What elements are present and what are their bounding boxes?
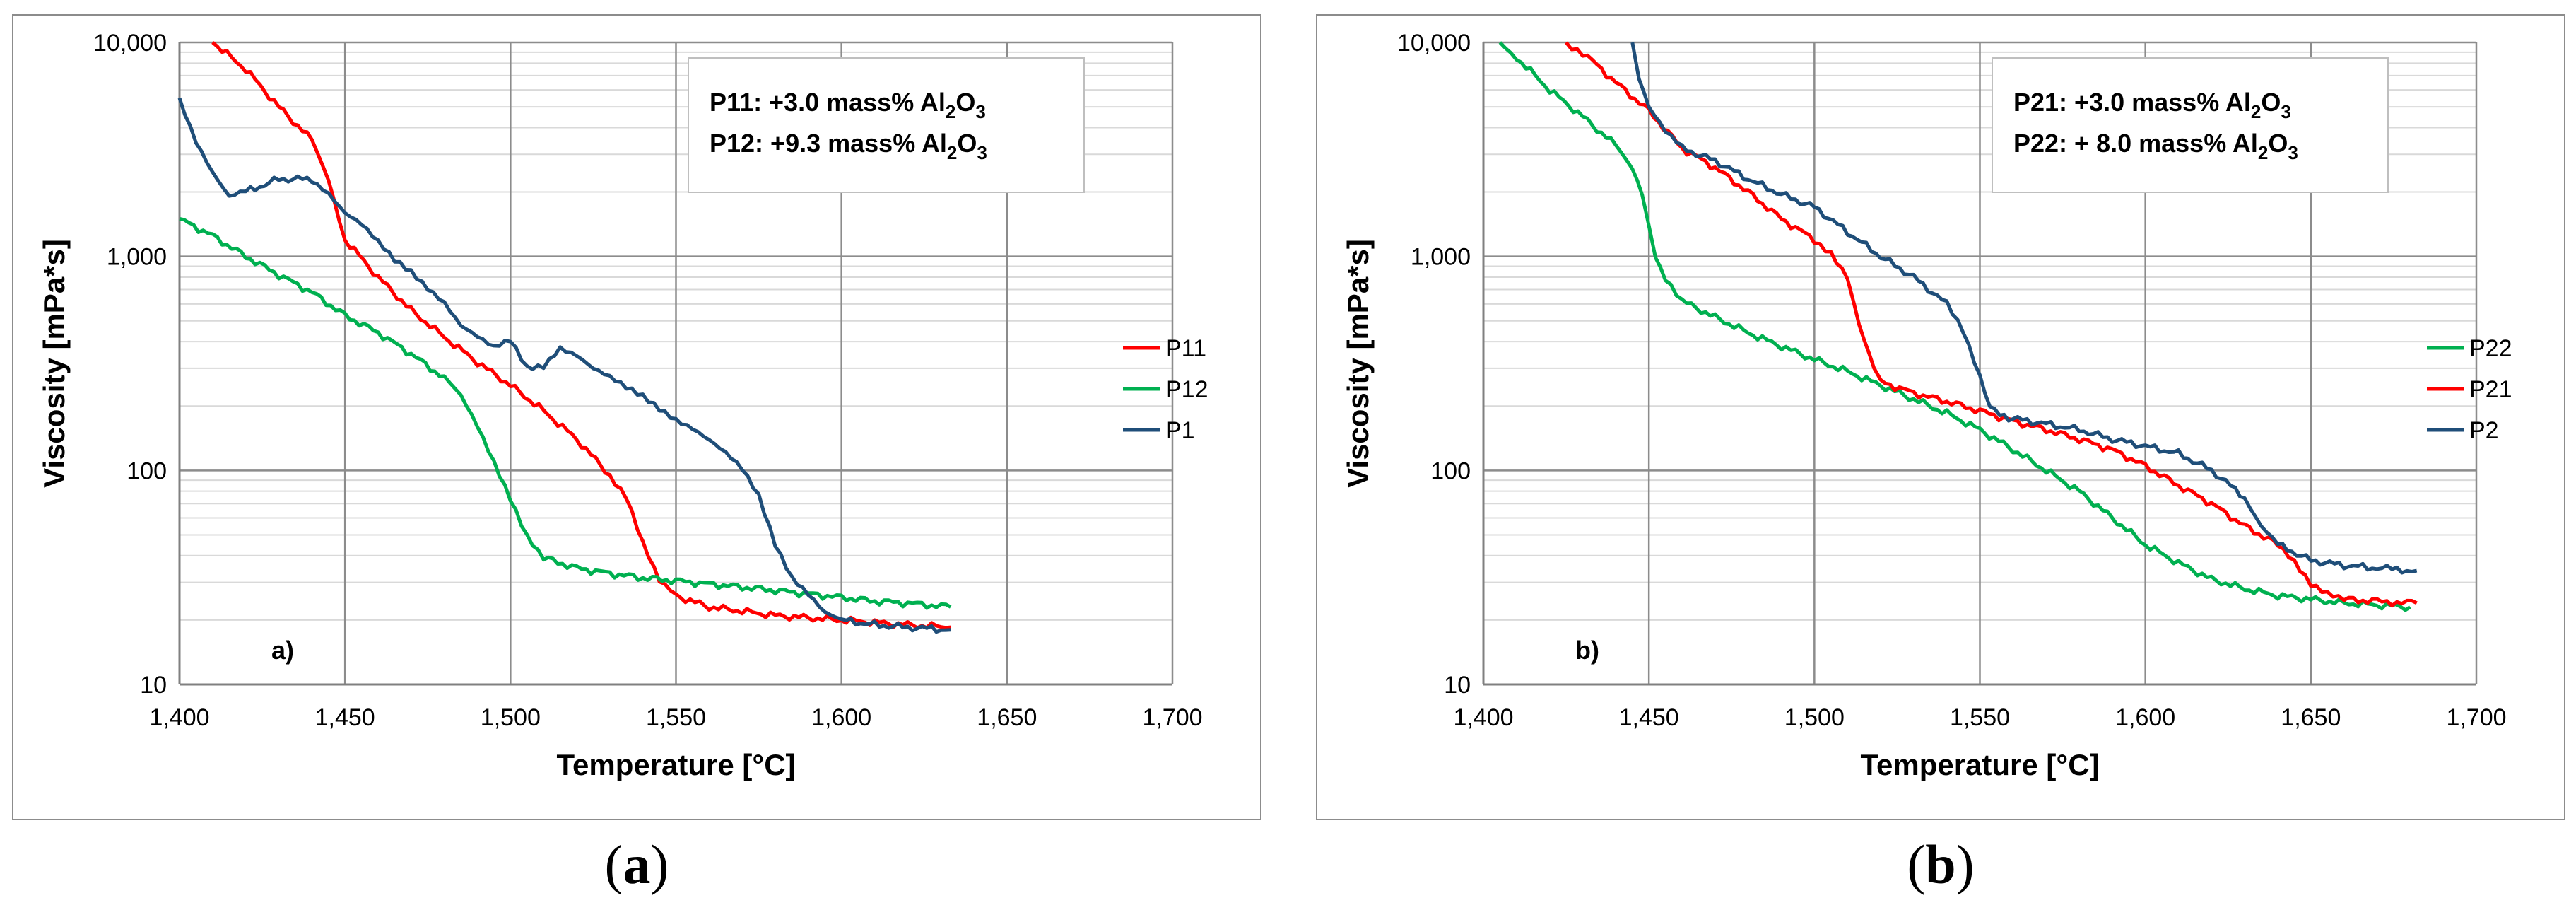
- x-tick-label: 1,550: [646, 704, 706, 731]
- series-line-p12: [179, 216, 952, 610]
- annotation-box: [1992, 57, 2389, 193]
- x-tick-label: 1,450: [315, 704, 375, 731]
- series-line-p22: [1498, 41, 2411, 612]
- legend-label-p21: P21: [2469, 376, 2512, 403]
- y-tick-label: 100: [127, 457, 167, 484]
- chart-panel-a: 1,400 1,450 1,500 1,550 1,600 1,650 1,700 10 100…: [12, 14, 1261, 820]
- series-line-p21: [1565, 41, 2418, 608]
- annotation-box: [688, 57, 1085, 193]
- x-tick-label: 1,450: [1619, 704, 1679, 731]
- annotation-line: P11: +3.0 mass% Al2O3: [710, 88, 986, 122]
- series-line-p11: [211, 41, 951, 630]
- x-tick-label: 1,400: [1453, 704, 1513, 731]
- x-tick-label: 1,650: [977, 704, 1037, 731]
- legend-label-p12: P12: [1165, 376, 1208, 403]
- y-axis-title: Viscosity [mPa*s]: [1341, 239, 1375, 488]
- x-tick-label: 1,650: [2281, 704, 2341, 731]
- figure-caption-a: (a): [604, 834, 669, 895]
- x-tick-label: 1,550: [1950, 704, 2010, 731]
- x-tick-label: 1,600: [811, 704, 871, 731]
- series-line-p2: [1630, 42, 2418, 575]
- legend-label-p2: P2: [2469, 417, 2499, 444]
- y-axis-title: Viscosity [mPa*s]: [37, 239, 71, 488]
- x-tick-label: 1,400: [149, 704, 209, 731]
- x-axis-title: Temperature [°C]: [556, 748, 795, 781]
- legend-label-p22: P22: [2469, 335, 2512, 362]
- y-tick-label: 1,000: [107, 244, 167, 271]
- annotation-line: P21: +3.0 mass% Al2O3: [2013, 88, 2291, 122]
- legend-label-p11: P11: [1165, 335, 1206, 362]
- x-tick-label: 1,600: [2115, 704, 2175, 731]
- panel-tag: b): [1575, 636, 1599, 665]
- y-tick-label: 10,000: [93, 30, 167, 57]
- figure-caption-b: (b): [1907, 834, 1975, 895]
- legend-label-p1: P1: [1165, 417, 1195, 444]
- y-tick-label: 1,000: [1411, 244, 1471, 271]
- x-tick-label: 1,700: [1142, 704, 1202, 731]
- y-tick-label: 10: [1444, 672, 1471, 699]
- y-tick-label: 100: [1430, 457, 1471, 484]
- x-tick-label: 1,500: [1784, 704, 1845, 731]
- x-tick-label: 1,700: [2446, 704, 2506, 731]
- y-tick-label: 10: [140, 672, 167, 699]
- annotation-line: P22: + 8.0 mass% Al2O3: [2013, 129, 2298, 163]
- panel-tag: a): [271, 636, 294, 665]
- y-tick-label: 10,000: [1397, 30, 1471, 57]
- chart-panel-b: 1,400 1,450 1,500 1,550 1,600 1,650 1,700 10 100…: [1316, 14, 2565, 820]
- x-tick-label: 1,500: [481, 704, 541, 731]
- x-axis-title: Temperature [°C]: [1860, 748, 2099, 781]
- annotation-line: P12: +9.3 mass% Al2O3: [710, 129, 987, 163]
- series-line-p1: [177, 97, 951, 634]
- chart-b: 1,400 1,450 1,500 1,550 1,600 1,650 1,700 10 100…: [1341, 30, 2512, 781]
- chart-a: 1,400 1,450 1,500 1,550 1,600 1,650 1,700 10 100…: [37, 30, 1208, 781]
